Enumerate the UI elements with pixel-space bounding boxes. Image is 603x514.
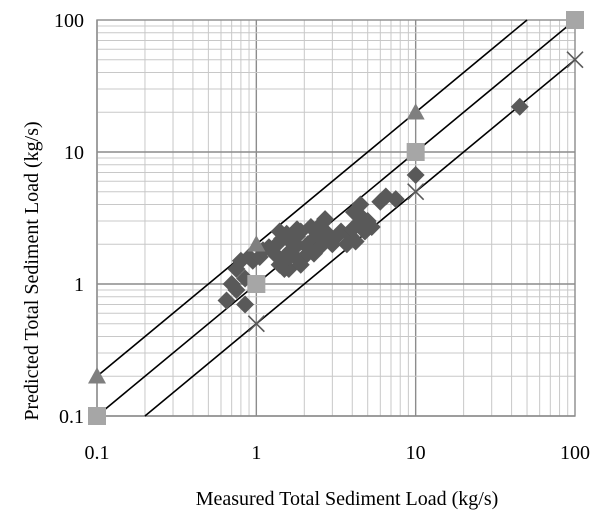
y-tick-label: 100: [54, 10, 84, 32]
x-tick-label: 1: [251, 442, 261, 464]
x-tick-label: 100: [560, 442, 590, 464]
square-point: [88, 407, 106, 425]
diamond-point: [217, 291, 236, 310]
square-point: [406, 143, 425, 161]
y-tick-label: 0.1: [59, 406, 84, 428]
diamond-point: [284, 235, 303, 254]
tick-labels: 0.1 1 10 100 0.1 1 10 100: [54, 10, 590, 464]
x-point-stroke: [407, 183, 425, 201]
x-point: [407, 183, 425, 201]
diamond-point: [406, 165, 425, 184]
x-point: [247, 315, 265, 333]
reference-line: [96, 19, 528, 377]
diamond-point: [313, 229, 332, 248]
triangle-point: [88, 367, 106, 384]
y-axis-label: Predicted Total Sediment Load (kg/s): [21, 121, 43, 420]
plot-border: [96, 19, 576, 417]
triangle-point: [406, 103, 425, 120]
diamond-point: [288, 220, 307, 239]
x-tick-label: 0.1: [85, 442, 110, 464]
reference-line: [96, 19, 576, 417]
square-point: [247, 275, 266, 293]
diamond-point: [510, 97, 529, 116]
x-point-stroke: [247, 315, 265, 333]
reference-lines: [96, 19, 576, 417]
data-points: [88, 11, 584, 425]
diamond-point: [304, 244, 323, 263]
diamond-point: [291, 255, 310, 274]
diamond-point: [351, 195, 370, 214]
diamond-point: [227, 281, 246, 300]
diamond-point: [236, 295, 255, 314]
diamond-point: [346, 232, 365, 251]
x-point: [566, 51, 584, 69]
diamond-point: [316, 210, 335, 229]
x-point-stroke: [566, 51, 584, 69]
diamond-point: [386, 190, 405, 209]
y-tick-label: 1: [74, 274, 84, 296]
diamond-point: [270, 222, 289, 241]
x-tick-label: 10: [406, 442, 426, 464]
diamond-point: [362, 218, 381, 237]
square-point: [566, 11, 584, 29]
x-axis-label: Measured Total Sediment Load (kg/s): [196, 488, 499, 510]
y-tick-label: 10: [64, 142, 84, 164]
triangle-point: [247, 235, 266, 252]
diamond-point: [227, 259, 246, 278]
